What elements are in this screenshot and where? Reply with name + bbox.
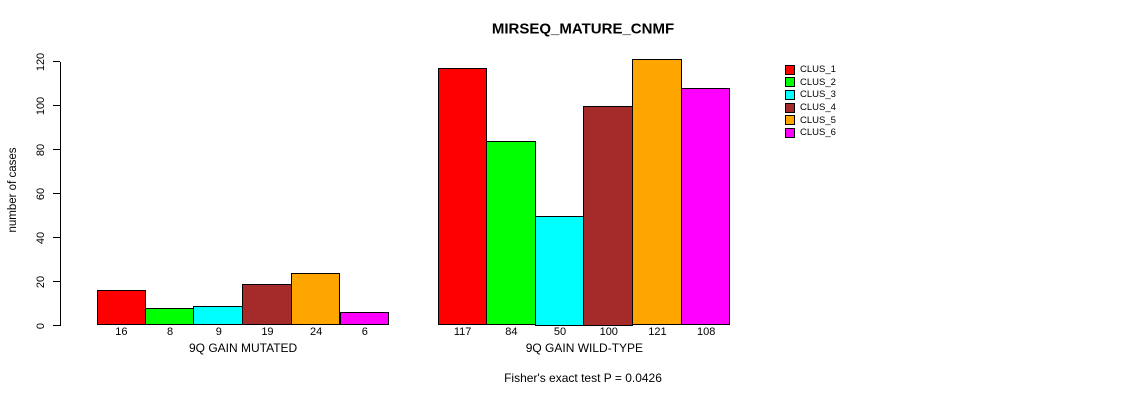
bar-clus_1-group2 (438, 68, 487, 326)
bar-clus_1-group1 (97, 290, 146, 326)
bar-value-label: 24 (310, 326, 323, 338)
y-tick-label: 100 (35, 96, 47, 115)
legend-swatch-clus_6 (785, 127, 795, 138)
y-tick-label: 120 (35, 52, 47, 71)
y-tick (53, 61, 60, 62)
group-label-2: 9Q GAIN WILD-TYPE (525, 340, 644, 355)
bar-clus_3-group1 (193, 305, 244, 326)
bar-clus_4-group2 (583, 105, 634, 326)
legend-item-clus_4: CLUS_4 (785, 102, 836, 113)
legend-swatch-clus_3 (785, 89, 795, 100)
y-tick-label: 0 (35, 322, 47, 329)
y-tick (53, 237, 60, 238)
y-tick-label: 20 (35, 275, 47, 288)
y-tick (53, 149, 60, 150)
legend-label: CLUS_5 (800, 114, 836, 126)
legend-label: CLUS_6 (800, 127, 836, 139)
bar-value-label: 108 (696, 326, 716, 338)
y-tick-label: 80 (35, 143, 47, 156)
group-label-1: 9Q GAIN MUTATED (188, 340, 298, 355)
bar-clus_2-group2 (486, 140, 536, 326)
legend-item-clus_5: CLUS_5 (785, 115, 836, 126)
legend-label: CLUS_1 (800, 64, 836, 75)
y-tick (53, 325, 60, 326)
bar-clus_5-group1 (290, 272, 341, 326)
y-tick (53, 281, 60, 282)
y-axis-label: number of cases (7, 147, 19, 233)
legend-swatch-clus_1 (785, 64, 795, 75)
bar-clus_5-group2 (632, 59, 682, 326)
legend-swatch-clus_4 (785, 102, 795, 113)
y-axis-line (60, 61, 61, 326)
legend-swatch-clus_2 (785, 77, 795, 88)
bar-value-label: 16 (115, 326, 128, 338)
legend-item-clus_1: CLUS_1 (785, 64, 836, 75)
chart-title: MIRSEQ_MATURE_CNMF (491, 20, 675, 38)
legend-item-clus_6: CLUS_6 (785, 127, 836, 138)
bar-clus_3-group2 (534, 215, 585, 326)
bar-clus_4-group1 (242, 283, 292, 326)
legend-label: CLUS_2 (800, 76, 836, 88)
legend-swatch-clus_5 (785, 115, 795, 126)
y-tick (53, 193, 60, 194)
bar-clus_2-group1 (144, 307, 195, 326)
y-tick (53, 105, 60, 106)
bar-value-label: 8 (166, 326, 174, 338)
legend-label: CLUS_4 (800, 102, 836, 113)
bar-value-label: 19 (261, 326, 274, 338)
bar-value-label: 50 (553, 326, 567, 338)
y-tick-label: 40 (35, 231, 47, 244)
legend-item-clus_3: CLUS_3 (785, 89, 836, 100)
bar-clus_6-group1 (339, 312, 390, 326)
bar-value-label: 121 (648, 326, 667, 338)
y-tick-label: 60 (35, 187, 47, 200)
bar-value-label: 6 (361, 326, 368, 338)
bar-value-label: 100 (599, 326, 618, 338)
bar-value-label: 84 (505, 326, 518, 338)
legend-item-clus_2: CLUS_2 (785, 77, 836, 88)
legend-label: CLUS_3 (800, 89, 836, 101)
bar-value-label: 9 (215, 326, 222, 338)
bar-value-label: 117 (453, 326, 472, 338)
bar-clus_6-group2 (680, 87, 731, 326)
footnote-fisher-test: Fisher's exact test P = 0.0426 (504, 371, 662, 385)
